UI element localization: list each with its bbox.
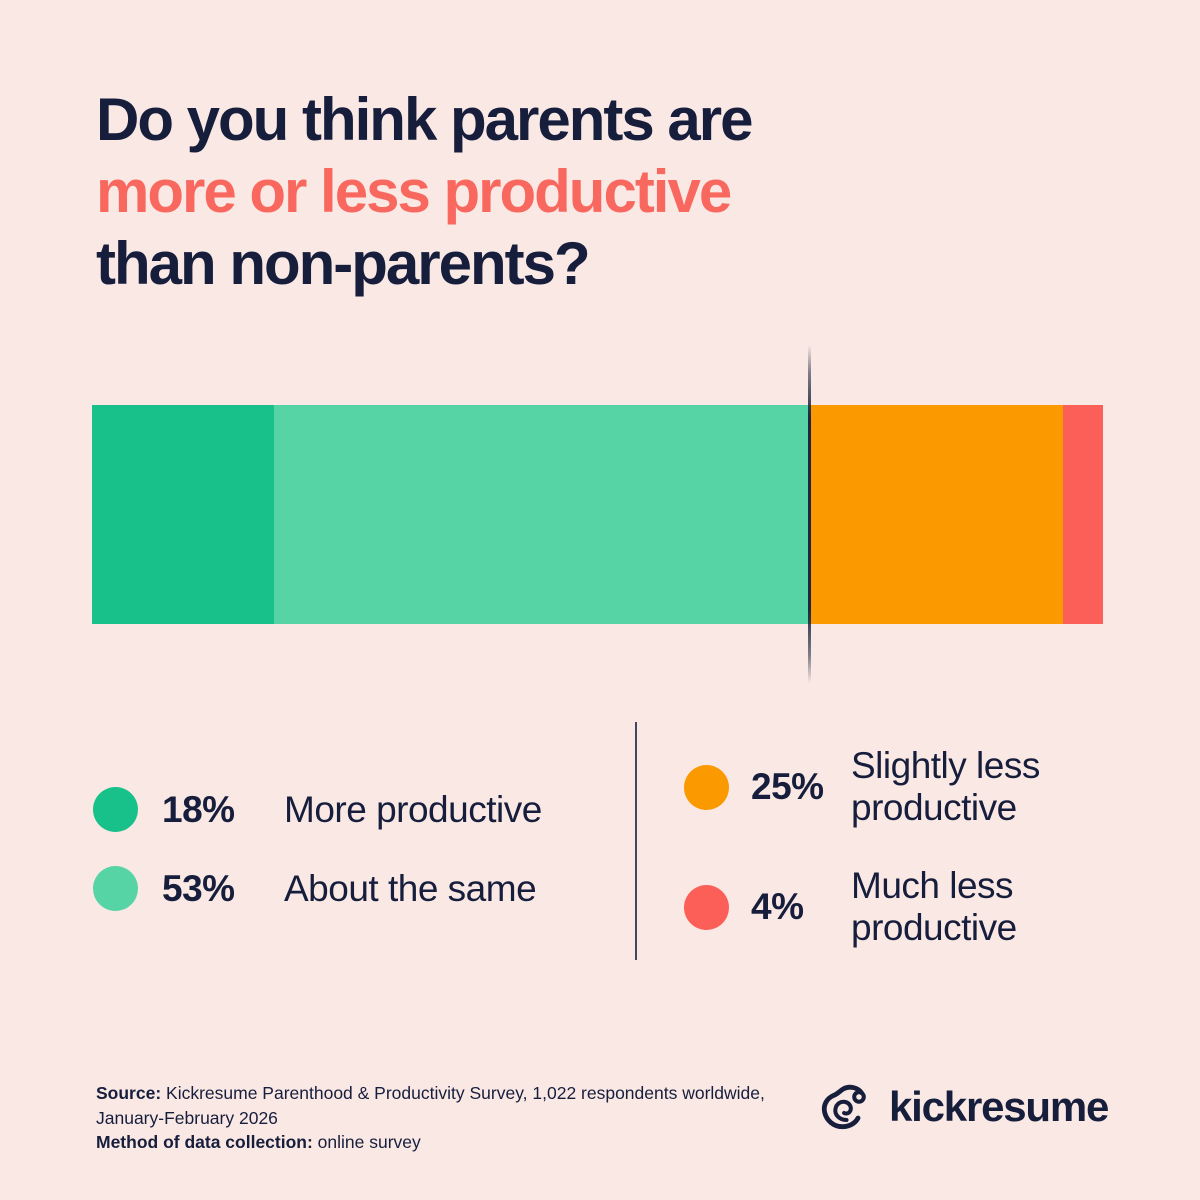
- legend-percent: 18%: [162, 788, 235, 830]
- bar-segment-much-less-productive: [1062, 405, 1103, 624]
- page-title: Do you think parents are more or less pr…: [96, 84, 753, 300]
- logo-wordmark: kickresume: [889, 1083, 1109, 1130]
- legend-percent: 25%: [751, 766, 824, 807]
- source-text: Kickresume Parenthood & Productivity Sur…: [161, 1083, 765, 1103]
- legend-item-much-less-productive: 4% Much less productive: [684, 865, 1040, 949]
- bar-segment-about-the-same: [273, 405, 810, 624]
- source-line-2: January-February 2026: [96, 1107, 278, 1128]
- source-line-1: Source: Kickresume Parenthood & Producti…: [96, 1081, 765, 1106]
- legend-item-slightly-less-productive: 25% Slightly less productive: [684, 745, 1040, 829]
- legend-label: Slightly less productive: [851, 745, 1040, 828]
- legend-label: About the same: [284, 867, 537, 909]
- legend-dot: [93, 866, 138, 911]
- legend-percent: 53%: [162, 867, 235, 909]
- title-line-3: than non-parents?: [96, 230, 591, 297]
- kickresume-logo: kickresume: [818, 1083, 1109, 1131]
- legend-label: Much less productive: [851, 865, 1017, 948]
- method-label: Method of data collection:: [96, 1132, 313, 1152]
- legend-column-left: 18% More productive 53% About the same: [93, 787, 542, 911]
- bar-segment-more-productive: [92, 405, 274, 624]
- legend-label: More productive: [284, 788, 542, 830]
- legend-percent: 4%: [751, 886, 804, 927]
- legend-dot: [684, 884, 729, 930]
- source-note: Source: Kickresume Parenthood & Producti…: [96, 1081, 765, 1155]
- legend-dot: [93, 787, 138, 832]
- title-line-2-accent: more or less productive: [96, 158, 732, 225]
- method-text: online survey: [312, 1132, 421, 1152]
- chameleon-icon: [818, 1083, 876, 1131]
- bar-divider-marker: [808, 345, 812, 683]
- title-line-1: Do you think parents are: [96, 86, 753, 153]
- bar-segment-slightly-less-productive: [809, 405, 1063, 624]
- legend-dot: [684, 764, 729, 810]
- stacked-bar-chart: [92, 405, 1103, 624]
- legend-column-right: 25% Slightly less productive 4% Much less p…: [684, 745, 1040, 949]
- legend-divider-line: [635, 722, 637, 960]
- source-label: Source:: [96, 1083, 162, 1103]
- method-line: Method of data collection: online survey: [96, 1130, 765, 1155]
- legend-item-more-productive: 18% More productive: [93, 787, 542, 832]
- legend-item-about-the-same: 53% About the same: [93, 866, 542, 911]
